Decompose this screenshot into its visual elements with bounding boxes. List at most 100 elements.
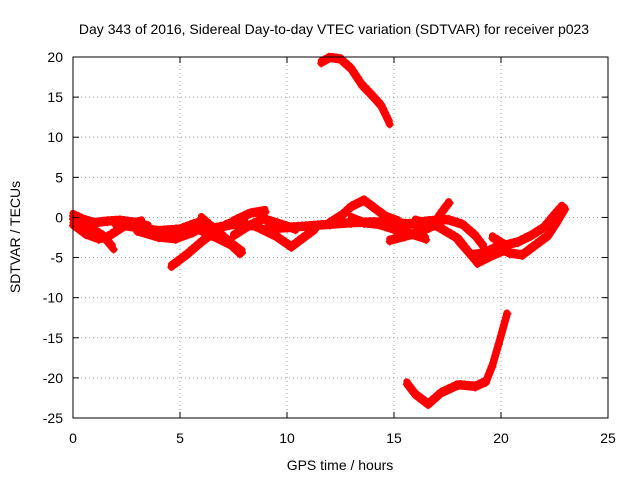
y-tick-label: -25 [43,410,63,426]
data-point [539,224,548,233]
data-point [390,226,398,235]
data-point [375,221,384,230]
y-tick-label: -20 [43,370,63,386]
data-point [488,234,497,243]
data-point [518,251,527,260]
data-point [259,215,268,224]
data-point [81,231,90,240]
data-point [488,362,497,371]
data-point [424,401,433,410]
data-point [482,378,491,387]
data-point [559,202,568,211]
data-point [443,216,452,225]
series-line-texture [197,213,246,254]
data-point [402,380,411,389]
data-point [103,218,112,227]
data-point [385,237,394,246]
data-point [325,219,334,228]
data-point [415,229,424,238]
series-track-20 [317,52,394,129]
data-point [90,219,99,228]
data-point [197,215,206,224]
series-line-texture [403,307,511,407]
data-point [458,221,467,230]
data-point [552,219,561,228]
data-point [526,232,535,241]
x-tick-label: 10 [279,430,295,446]
data-point [300,234,309,243]
data-point [501,242,510,251]
data-point [394,218,403,227]
data-point [422,235,431,244]
series-track-21 [402,307,512,410]
x-tick-label: 0 [69,430,77,446]
data-point [505,250,514,259]
data-point [368,93,377,102]
data-point [347,203,356,212]
data-point [167,263,176,272]
series-layer [69,52,570,410]
series-track-18 [454,203,570,260]
data-point [133,227,142,236]
data-point [377,102,386,111]
data-point [445,199,454,208]
series-track-09 [229,205,270,227]
data-point [287,243,296,252]
data-point [454,237,463,246]
data-point [238,248,247,257]
data-point [283,224,291,233]
data-point [503,309,512,318]
data-point [111,221,120,230]
data-point [471,383,480,392]
series-track-13 [325,195,403,228]
data-point [479,250,488,259]
data-point [473,259,482,268]
data-point [385,120,394,129]
y-tick-label: 10 [47,129,63,145]
series-line-texture [112,215,210,233]
data-point [400,221,409,230]
data-point [494,340,503,349]
data-point [360,219,369,228]
y-tick-label: 15 [47,89,63,105]
y-axis-label: SDTVAR / TECUs [7,181,23,293]
data-point [208,225,217,234]
data-point [400,233,409,242]
data-point [227,240,236,249]
series-track-19 [488,200,568,251]
chart-title: Day 343 of 2016, Sidereal Day-to-day VTE… [79,21,589,37]
data-point [514,239,523,248]
y-tick-label: -15 [43,330,63,346]
data-point [94,235,103,244]
data-point [272,233,281,242]
data-point [244,223,253,232]
series-line-texture [454,203,569,257]
x-axis-label: GPS time / hours [287,457,394,473]
data-point [471,232,480,241]
data-point [437,389,446,398]
data-point [336,56,345,65]
data-point [109,245,118,254]
data-point [229,232,238,241]
y-tick-labels: 20 15 10 5 0 -5 -10 -15 -20 -25 [43,49,63,426]
data-point [544,232,553,241]
data-point [197,239,206,248]
data-point [347,215,356,224]
data-point [467,251,476,260]
data-point [357,81,366,90]
data-point [304,223,313,232]
data-point [411,391,420,400]
data-point [360,197,369,206]
x-tick-labels: 0 5 10 15 20 25 [69,430,616,446]
ticks [72,56,609,419]
data-point [317,59,326,68]
data-point [246,210,255,219]
data-point [432,223,441,232]
data-point [411,217,420,226]
y-tick-label: -5 [51,250,64,266]
data-point [325,54,334,63]
data-point [550,211,559,220]
data-point [261,226,270,235]
data-point [186,223,195,232]
